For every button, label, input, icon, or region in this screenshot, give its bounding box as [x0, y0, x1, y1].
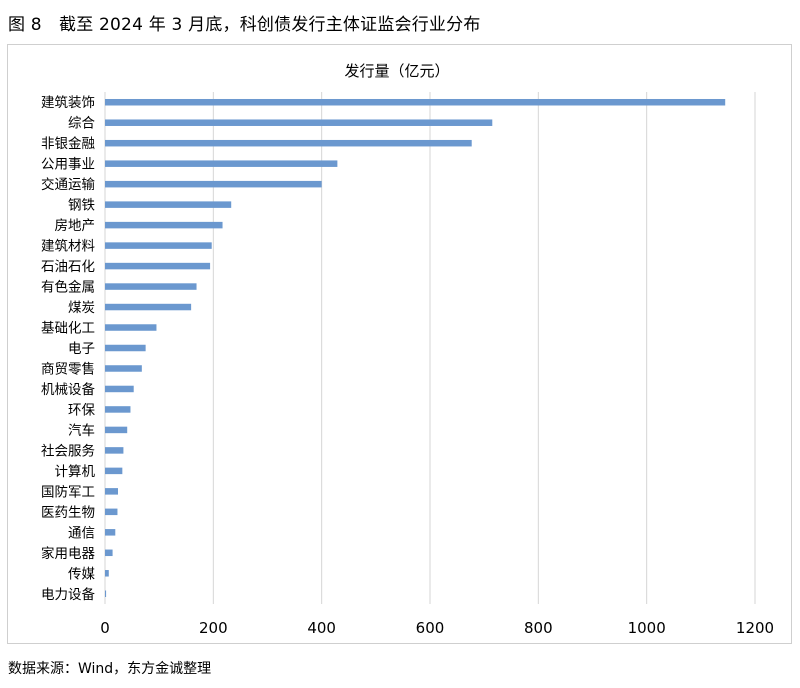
bar [105, 262, 211, 270]
category-label: 综合 [68, 116, 95, 132]
category-label: 国防军工 [41, 484, 95, 500]
x-tick-label: 1000 [628, 619, 666, 637]
category-label: 家用电器 [41, 545, 95, 562]
category-label: 建筑材料 [41, 239, 95, 255]
bar [105, 139, 472, 147]
bar [105, 303, 192, 311]
bar [105, 365, 142, 372]
category-label: 房地产 [55, 218, 96, 234]
x-tick-label: 600 [416, 619, 445, 637]
x-tick-labels: 0 200 400 600 800 1000 1200 [100, 619, 774, 637]
bar [105, 283, 197, 290]
bar [105, 119, 493, 126]
x-tick-label: 0 [100, 619, 110, 637]
category-label: 煤炭 [68, 300, 95, 316]
bar [105, 242, 212, 249]
category-label: 钢铁 [68, 198, 95, 214]
bars [105, 98, 726, 598]
category-label: 电子 [68, 341, 95, 357]
category-label: 电力设备 [41, 586, 95, 603]
bar [105, 467, 123, 475]
category-label: 社会服务 [41, 443, 95, 459]
bar [105, 590, 107, 598]
bar [105, 324, 157, 331]
x-tick-label: 800 [524, 619, 553, 637]
category-label: 石油石化 [41, 259, 95, 275]
category-label: 基础化工 [41, 320, 95, 337]
category-label: 汽车 [68, 422, 95, 439]
category-label: 有色金属 [41, 279, 95, 296]
bar [105, 488, 118, 495]
category-label: 商贸零售 [41, 361, 95, 377]
bar [105, 570, 109, 577]
bar [105, 385, 134, 393]
bar-chart: 发行量（亿元） 建筑装饰综合非银金融公用事业交通运输钢铁房地产建筑材料石油石化有… [41, 62, 774, 637]
category-label: 通信 [68, 525, 95, 541]
category-label: 医药生物 [41, 505, 95, 521]
bar [105, 201, 232, 208]
x-tick-label: 1200 [736, 619, 774, 637]
bar [105, 98, 726, 106]
category-label: 机械设备 [41, 381, 95, 398]
figure-title: 图 8 截至 2024 年 3 月底，科创债发行主体证监会行业分布 [8, 15, 481, 35]
bar [105, 447, 124, 454]
bar [105, 221, 223, 229]
category-label: 公用事业 [41, 157, 95, 173]
bar [105, 529, 116, 536]
bar [105, 508, 118, 516]
category-labels: 建筑装饰综合非银金融公用事业交通运输钢铁房地产建筑材料石油石化有色金属煤炭基础化… [41, 95, 95, 603]
category-label: 非银金融 [41, 136, 95, 152]
x-tick-label: 200 [199, 619, 228, 637]
category-label: 计算机 [55, 464, 96, 480]
chart-title: 发行量（亿元） [344, 62, 449, 80]
bar [105, 344, 146, 352]
category-label: 传媒 [68, 566, 95, 582]
category-label: 交通运输 [41, 176, 95, 193]
bar [105, 160, 338, 167]
bar [105, 406, 131, 413]
bar [105, 426, 128, 434]
bar [105, 549, 113, 557]
category-label: 环保 [68, 402, 95, 418]
bar [105, 180, 322, 188]
gridlines [104, 92, 756, 604]
x-tick-label: 400 [307, 619, 336, 637]
category-label: 建筑装饰 [41, 95, 95, 111]
source-note: 数据来源：Wind，东方金诚整理 [8, 661, 212, 677]
